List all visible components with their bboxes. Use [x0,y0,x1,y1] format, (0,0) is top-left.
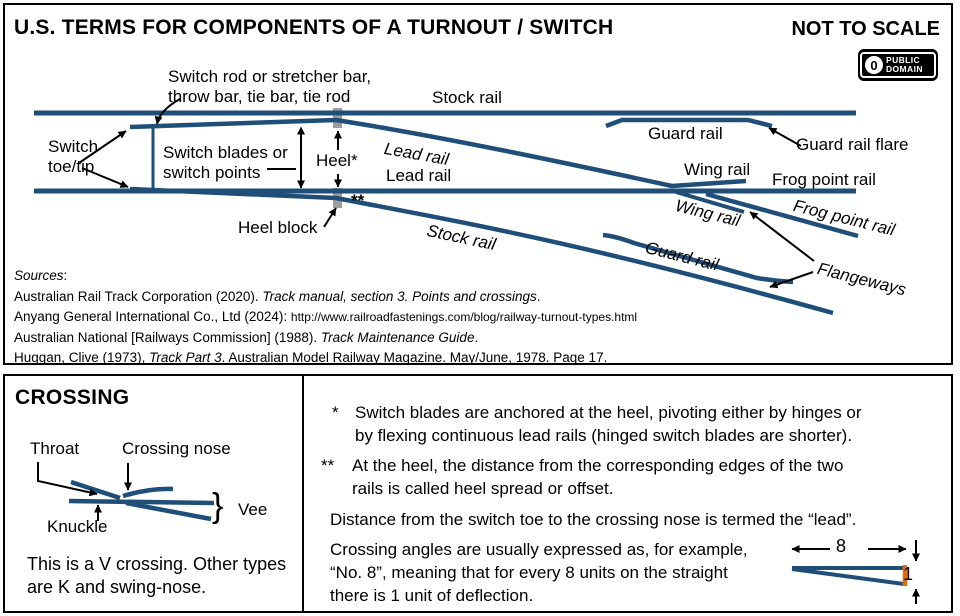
note1-text: Switch blades are anchored at the heel, … [355,403,862,445]
source-line: Huggan, Clive (1973), Track Part 3. Aust… [14,350,608,365]
badge-line1: PUBLIC [886,55,921,65]
badge-line2: DOMAIN [886,64,923,74]
sources-list: Sources: Australian Rail Track Corporatio… [14,266,734,369]
vee-brace: } [212,487,224,525]
label-switch-blades: Switch blades or switch points [163,143,288,182]
public-domain-badge-text: PUBLIC DOMAIN [886,56,923,74]
label-frog-point-rail-top: Frog point rail [772,170,876,189]
note1-marker: * [332,403,339,422]
label-guard-rail-flare: Guard rail flare [796,135,909,154]
note2-marker: ** [321,456,335,475]
label-double-asterisk: ** [351,191,365,210]
angle-rise-value: 1 [903,564,914,584]
label-guard-rail-top: Guard rail [648,124,723,143]
not-to-scale-note: NOT TO SCALE [791,18,940,40]
public-domain-badge: 0 PUBLIC DOMAIN [858,49,938,81]
label-lead-rail-straight: Lead rail [386,166,452,185]
label-crossing-nose: Crossing nose [122,439,231,458]
label-knuckle: Knuckle [47,517,108,536]
source-line: Australian National [Railways Commission… [14,329,479,345]
panel-divider [302,374,304,613]
source-line: Australian Rail Track Corporation (2020)… [14,288,541,304]
note3-text: Distance from the switch toe to the cros… [330,510,857,529]
label-wing-rail-top: Wing rail [684,160,751,179]
public-domain-zero-icon: 0 [865,56,883,74]
label-heel-block: Heel block [238,218,318,237]
label-vee: Vee [238,500,268,519]
label-switch-rod: Switch rod or stretcher bar, throw bar, … [168,67,372,106]
label-switch-toe: Switch toe/tip [48,137,99,176]
source-line: Anyang General International Co., Ltd (2… [14,309,638,324]
public-domain-badge-inner: 0 PUBLIC DOMAIN [860,52,936,78]
note2-text: At the heel, the distance from the corre… [352,456,844,498]
source-line: Sources: [14,268,68,283]
label-throat: Throat [30,439,80,458]
label-stock-rail-top: Stock rail [432,88,502,107]
crossing-caption: This is a V crossing. Other types are K … [27,554,287,597]
label-heel: Heel* [316,151,358,170]
page-title: U.S. TERMS FOR COMPONENTS OF A TURNOUT /… [14,16,614,39]
note4-text: Crossing angles are usually expressed as… [330,540,748,605]
crossing-heading: CROSSING [15,386,130,409]
angle-run-value: 8 [836,536,847,556]
